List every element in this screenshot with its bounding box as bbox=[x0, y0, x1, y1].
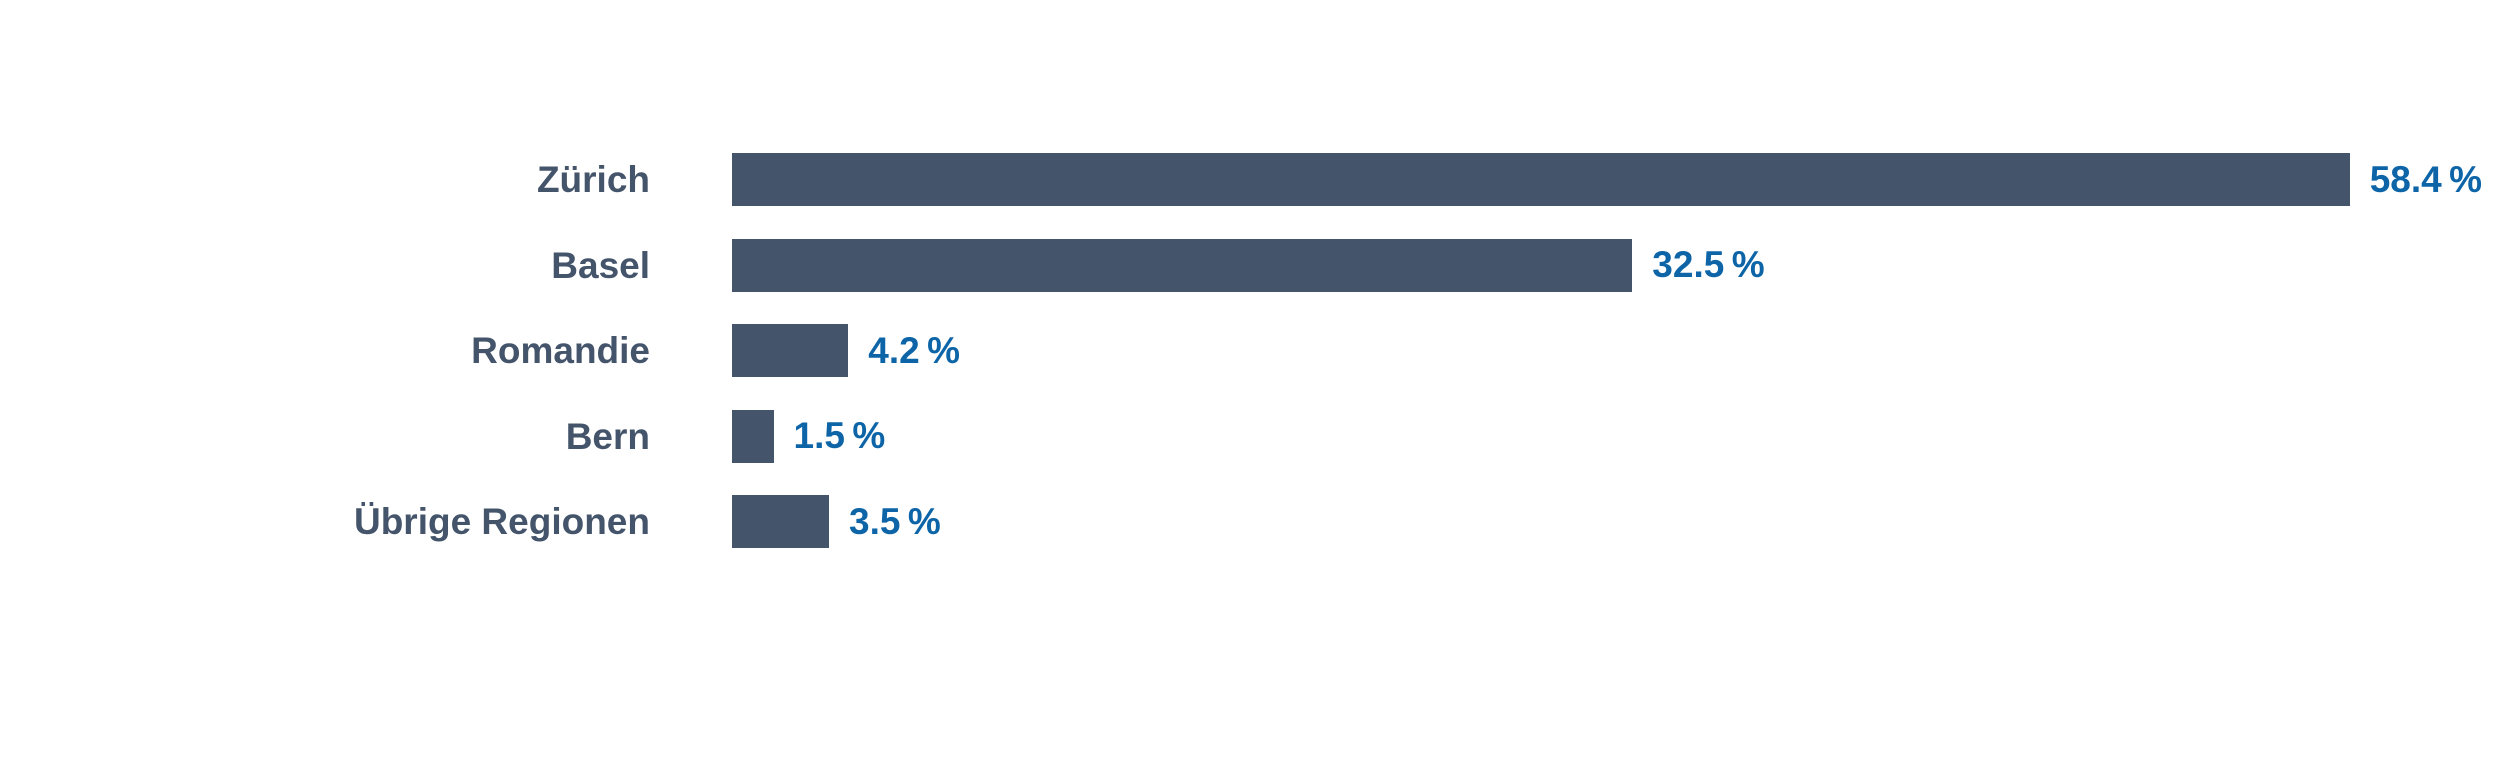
bar bbox=[732, 409, 774, 463]
category-label: Basel bbox=[551, 244, 650, 286]
category-label: Zürich bbox=[536, 159, 650, 200]
value-label: 58.4 % bbox=[2369, 158, 2483, 200]
value-label: 1.5 % bbox=[793, 415, 886, 456]
chart-row: Übrige Regionen 3.5 % bbox=[0, 495, 2482, 548]
value-label: 3.5 % bbox=[849, 500, 941, 542]
value-label: 4.2 % bbox=[868, 329, 961, 371]
chart-row: Bern 1.5 % bbox=[0, 409, 2482, 463]
bar bbox=[732, 495, 829, 548]
bar-chart: Zürich 58.4 % Basel 32.5 % Romandie 4.2 % Bern… bbox=[0, 153, 2482, 548]
category-label: Bern bbox=[565, 415, 650, 457]
category-label: Romandie bbox=[471, 330, 650, 371]
bar bbox=[732, 238, 1633, 292]
chart-row: Basel 32.5 % bbox=[0, 238, 2482, 292]
bar bbox=[732, 153, 2350, 206]
chart-row: Romandie 4.2 % bbox=[0, 324, 2482, 377]
chart-row: Zürich 58.4 % bbox=[0, 153, 2482, 206]
category-label: Übrige Regionen bbox=[353, 501, 650, 542]
bar bbox=[732, 324, 849, 377]
value-label: 32.5 % bbox=[1652, 244, 1765, 285]
